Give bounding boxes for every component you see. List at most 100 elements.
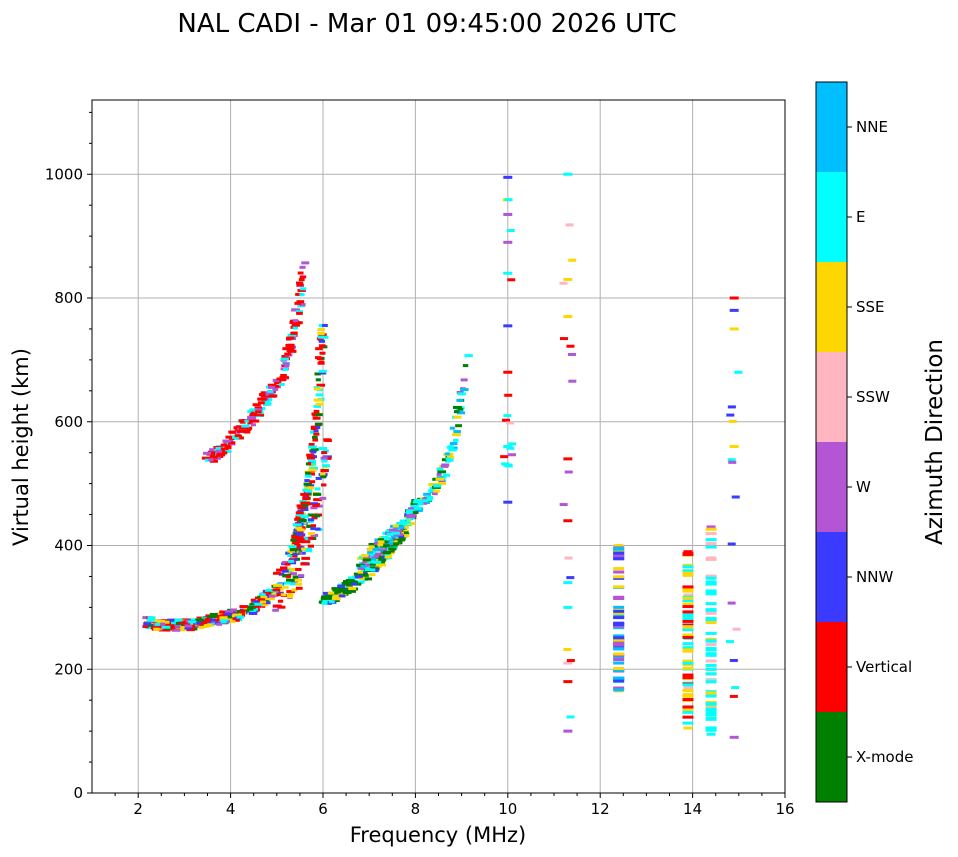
echo-mark xyxy=(374,563,382,567)
echo-mark xyxy=(613,668,625,672)
echo-mark xyxy=(354,575,363,579)
echo-mark xyxy=(441,458,448,462)
echo-mark xyxy=(613,679,625,683)
echo-mark xyxy=(249,412,258,416)
echo-mark xyxy=(315,413,323,417)
colorbar-label: E xyxy=(856,208,865,226)
echo-mark xyxy=(393,529,402,533)
echo-mark xyxy=(296,311,303,315)
echo-mark xyxy=(274,380,282,384)
echo-mark xyxy=(371,555,379,559)
echo-mark xyxy=(362,563,370,567)
echo-mark xyxy=(392,526,399,530)
echo-mark xyxy=(682,602,694,606)
echo-mark xyxy=(613,624,625,628)
echo-mark xyxy=(402,531,409,535)
echo-mark xyxy=(310,502,319,506)
echo-mark xyxy=(276,568,284,572)
echo-mark xyxy=(305,489,313,493)
echo-mark xyxy=(297,574,305,578)
echo-mark xyxy=(292,523,302,527)
echo-mark xyxy=(613,652,625,656)
echo-mark xyxy=(292,319,299,323)
echo-mark xyxy=(229,441,236,445)
echo-mark xyxy=(367,553,374,557)
echo-mark xyxy=(222,439,231,443)
echo-mark xyxy=(613,595,625,599)
x-tick-label: 6 xyxy=(318,800,328,818)
echo-mark xyxy=(196,616,203,620)
echo-mark xyxy=(682,612,694,616)
echo-mark xyxy=(290,538,299,542)
echo-mark xyxy=(300,507,309,511)
echo-mark xyxy=(314,527,321,531)
echo-mark xyxy=(233,430,241,434)
echo-mark xyxy=(682,710,694,714)
echo-mark xyxy=(426,496,433,500)
echo-mark xyxy=(249,603,258,607)
echo-mark xyxy=(446,452,454,456)
echo-mark xyxy=(460,388,469,392)
echo-mark xyxy=(682,571,694,575)
echo-mark xyxy=(203,619,212,623)
echo-mark xyxy=(146,618,155,622)
echo-mark xyxy=(500,455,509,459)
echo-mark xyxy=(299,275,307,279)
echo-mark xyxy=(563,647,572,651)
echo-mark xyxy=(174,618,183,622)
echo-mark xyxy=(247,607,254,611)
echo-mark xyxy=(324,596,332,600)
y-tick-label: 1000 xyxy=(45,165,83,183)
x-tick-label: 16 xyxy=(775,800,794,818)
echo-mark xyxy=(224,617,233,621)
echo-mark xyxy=(263,591,271,595)
echo-mark xyxy=(303,482,313,486)
echo-mark xyxy=(161,625,171,629)
echo-mark xyxy=(682,599,694,603)
echo-mark xyxy=(414,509,423,513)
echo-mark xyxy=(682,625,694,629)
colorbar-title: Azimuth Direction xyxy=(922,339,948,545)
echo-mark xyxy=(312,416,321,420)
echo-mark xyxy=(683,550,693,554)
echo-mark xyxy=(209,448,215,452)
data-marks xyxy=(142,172,743,739)
echo-mark xyxy=(313,498,323,502)
echo-mark xyxy=(286,348,295,352)
echo-mark xyxy=(300,501,307,505)
echo-mark xyxy=(317,361,325,365)
echo-mark xyxy=(705,602,717,606)
echo-mark xyxy=(331,587,341,591)
echo-mark xyxy=(183,621,191,625)
echo-mark xyxy=(230,611,239,615)
echo-mark xyxy=(320,595,327,599)
echo-mark xyxy=(300,551,306,555)
echo-mark xyxy=(613,575,625,579)
echo-mark xyxy=(448,448,457,452)
echo-mark xyxy=(225,449,232,453)
echo-mark xyxy=(259,604,266,608)
echo-mark xyxy=(508,453,517,457)
echo-mark xyxy=(299,499,307,503)
echo-mark xyxy=(440,464,449,468)
echo-mark xyxy=(406,522,416,526)
echo-mark xyxy=(503,370,513,374)
echo-mark xyxy=(503,500,513,504)
echo-mark xyxy=(729,296,739,300)
echo-mark xyxy=(316,337,323,341)
echo-mark xyxy=(727,601,736,605)
echo-mark xyxy=(364,567,371,571)
echo-mark xyxy=(315,422,323,426)
echo-mark xyxy=(307,519,314,523)
echo-mark xyxy=(614,544,624,547)
echo-mark xyxy=(613,688,625,692)
echo-mark xyxy=(503,212,513,216)
echo-mark xyxy=(568,379,577,383)
echo-mark xyxy=(455,424,462,428)
echo-mark xyxy=(348,587,357,591)
echo-mark xyxy=(215,449,222,453)
echo-mark xyxy=(282,347,291,351)
echo-mark xyxy=(154,622,161,626)
echo-mark xyxy=(705,608,717,612)
echo-mark xyxy=(276,377,286,381)
